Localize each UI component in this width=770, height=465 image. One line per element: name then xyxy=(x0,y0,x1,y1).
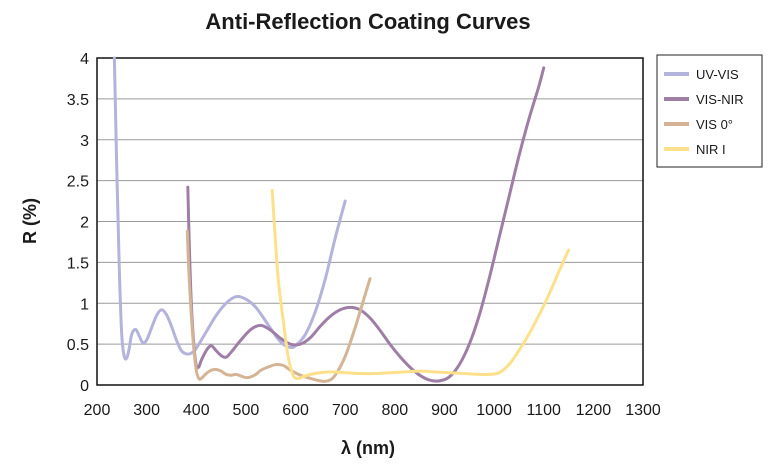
x-tick-label: 700 xyxy=(332,402,359,419)
y-tick-label: 0 xyxy=(80,378,89,395)
y-tick-label: 3 xyxy=(80,133,89,150)
series-line-uv-vis xyxy=(112,56,347,361)
series-line-nir-i xyxy=(270,188,571,380)
y-tick-label: 3.5 xyxy=(67,92,89,109)
plot-area xyxy=(96,57,644,386)
x-tick-label: 200 xyxy=(84,402,111,419)
chart-title: Anti-Reflection Coating Curves xyxy=(205,9,530,34)
x-tick-label: 1300 xyxy=(625,402,661,419)
series-line-vis-nir xyxy=(186,66,546,383)
x-tick-label: 400 xyxy=(183,402,210,419)
y-axis-label: R (%) xyxy=(20,198,40,244)
x-tick-label: 1000 xyxy=(476,402,512,419)
x-tick-label: 500 xyxy=(233,402,260,419)
x-tick-label: 1200 xyxy=(576,402,612,419)
legend-label-vis-0: VIS 0° xyxy=(696,117,733,132)
y-tick-label: 1 xyxy=(80,296,89,313)
y-tick-label: 2.5 xyxy=(67,174,89,191)
x-tick-label: 600 xyxy=(282,402,309,419)
x-axis-label: λ (nm) xyxy=(341,438,395,458)
grid-lines xyxy=(97,57,643,386)
y-tick-label: 4 xyxy=(80,51,89,68)
x-axis-ticks: 200 300 400 500 600 700 800 900 1000 1100 1200 1300 xyxy=(84,402,661,419)
x-tick-label: 900 xyxy=(431,402,458,419)
x-tick-label: 800 xyxy=(381,402,408,419)
legend-label-uv-vis: UV-VIS xyxy=(696,67,739,82)
y-tick-label: 1.5 xyxy=(67,255,89,272)
legend-label-vis-nir: VIS-NIR xyxy=(696,92,744,107)
series-line-vis-0 xyxy=(185,229,372,383)
legend-label-nir-i: NIR I xyxy=(696,142,726,157)
y-tick-label: 0.5 xyxy=(67,337,89,354)
x-tick-label: 1100 xyxy=(527,402,562,419)
y-axis-ticks: 0 0.5 1 1.5 2 2.5 3 3.5 4 xyxy=(67,51,89,395)
legend: UV-VIS VIS-NIR VIS 0° NIR I xyxy=(664,67,744,157)
y-tick-label: 2 xyxy=(80,215,89,232)
series-lines xyxy=(112,56,571,383)
x-tick-label: 300 xyxy=(133,402,160,419)
